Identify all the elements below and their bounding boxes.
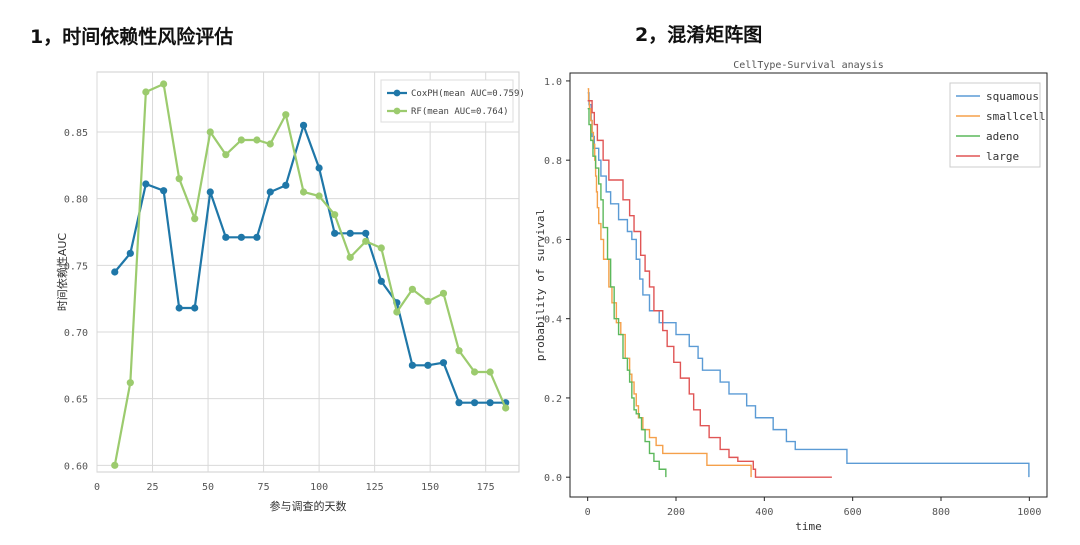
data-point xyxy=(299,188,308,196)
data-point xyxy=(175,175,183,183)
section-title-left: 1，时间依赖性风险评估 xyxy=(30,26,234,48)
data-point xyxy=(142,88,150,96)
data-point xyxy=(191,304,199,312)
y-tick-label: 0.70 xyxy=(64,328,88,339)
data-point xyxy=(346,229,354,237)
x-tick-label: 1000 xyxy=(1017,507,1041,518)
legend-label: CoxPH(mean AUC=0.759) xyxy=(411,89,525,99)
data-point xyxy=(455,399,463,407)
data-point xyxy=(142,180,150,188)
data-point xyxy=(282,111,290,119)
data-point xyxy=(299,121,308,129)
x-tick-label: 175 xyxy=(477,482,495,493)
data-point xyxy=(266,140,274,148)
data-point xyxy=(222,151,230,159)
data-point xyxy=(222,233,230,241)
legend-label: large xyxy=(986,150,1019,163)
x-tick-label: 150 xyxy=(421,482,439,493)
data-point xyxy=(331,211,339,219)
data-point xyxy=(408,361,416,369)
data-point xyxy=(175,304,183,312)
data-point xyxy=(282,181,290,189)
legend-box-right xyxy=(949,82,1041,168)
x-tick-label: 100 xyxy=(310,482,328,493)
data-point xyxy=(424,361,432,369)
y-tick-label: 0.75 xyxy=(64,261,88,272)
data-point xyxy=(439,359,448,367)
data-point xyxy=(237,136,245,144)
x-tick-label: 125 xyxy=(366,482,384,493)
data-point xyxy=(126,379,134,387)
data-point xyxy=(455,347,463,355)
data-point xyxy=(253,136,261,144)
y-axis-label: 时间依赖性AUC xyxy=(55,233,69,312)
data-point xyxy=(191,215,199,223)
data-point xyxy=(470,368,479,376)
data-point xyxy=(331,229,339,237)
legend-label: smallcell xyxy=(986,110,1046,123)
y-tick-label: 0.0 xyxy=(544,473,562,484)
data-point xyxy=(206,188,214,196)
y-tick-label: 0.4 xyxy=(544,315,562,326)
data-point xyxy=(486,399,494,407)
y-tick-label: 0.65 xyxy=(64,395,88,406)
survival-curve-large xyxy=(587,100,832,478)
data-point xyxy=(111,268,119,276)
legend-marker xyxy=(393,89,401,97)
data-point xyxy=(377,277,385,285)
y-tick-label: 0.2 xyxy=(544,394,562,405)
y-tick-label: 0.80 xyxy=(64,195,88,206)
y-tick-label: 0.6 xyxy=(544,235,562,246)
x-axis-label: 参与调查的天数 xyxy=(270,499,347,513)
data-point xyxy=(362,229,370,237)
data-point xyxy=(111,461,119,469)
data-point xyxy=(408,285,416,293)
chart-title: CellType-Survival anaysis xyxy=(733,60,884,71)
y-tick-label: 0.60 xyxy=(64,461,88,472)
data-point xyxy=(377,244,385,252)
data-point xyxy=(346,253,354,261)
x-tick-label: 200 xyxy=(667,507,685,518)
x-tick-label: 600 xyxy=(844,507,862,518)
data-point xyxy=(502,404,510,412)
y-tick-label: 0.85 xyxy=(64,128,88,139)
x-tick-label: 800 xyxy=(932,507,950,518)
y-tick-label: 1.0 xyxy=(544,77,562,88)
data-point xyxy=(160,80,168,88)
data-point xyxy=(237,233,245,241)
data-point xyxy=(160,187,168,195)
x-axis-label: time xyxy=(795,520,822,533)
x-tick-label: 50 xyxy=(202,482,214,493)
legend-label: RF(mean AUC=0.764) xyxy=(411,107,509,117)
section-title-right: 2，混淆矩阵图 xyxy=(635,24,763,46)
y-tick-label: 0.8 xyxy=(544,156,562,167)
legend-label: adeno xyxy=(986,130,1019,143)
data-point xyxy=(393,308,401,316)
data-point xyxy=(206,128,214,136)
data-point xyxy=(315,192,323,200)
y-axis-label: probability of survival xyxy=(534,209,547,361)
legend-marker xyxy=(393,107,401,115)
data-point xyxy=(424,297,432,305)
x-tick-label: 0 xyxy=(94,482,100,493)
x-tick-label: 400 xyxy=(755,507,773,518)
legend-box-left xyxy=(380,79,514,123)
x-tick-label: 25 xyxy=(147,482,159,493)
data-point xyxy=(315,164,323,172)
data-point xyxy=(253,233,261,241)
data-point xyxy=(486,368,494,376)
legend-label: squamous xyxy=(986,90,1039,103)
x-tick-label: 75 xyxy=(258,482,270,493)
data-point xyxy=(470,399,479,407)
data-point xyxy=(266,188,274,196)
survival-curve-adeno xyxy=(587,107,667,478)
data-point xyxy=(126,249,134,257)
x-tick-label: 0 xyxy=(585,507,591,518)
data-point xyxy=(439,289,448,297)
data-point xyxy=(362,237,370,245)
